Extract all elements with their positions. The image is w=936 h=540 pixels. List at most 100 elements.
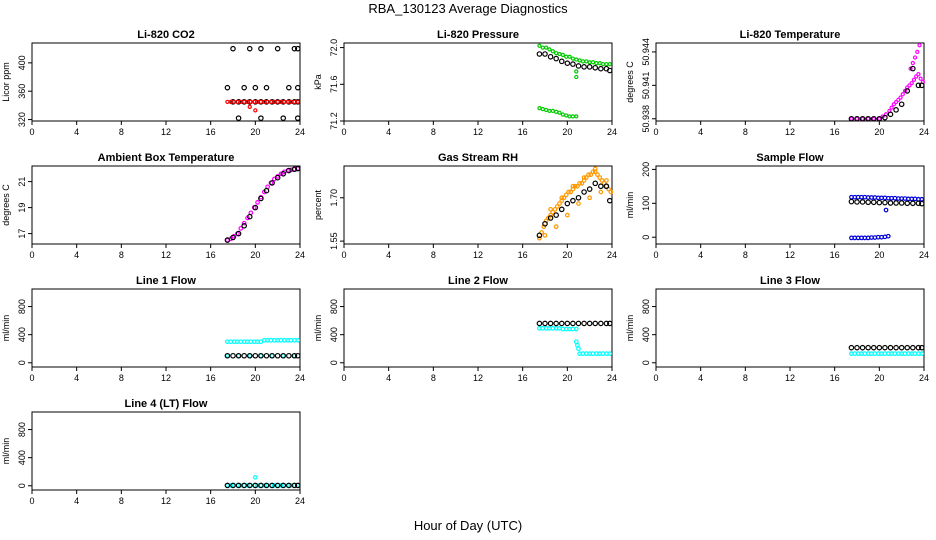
data-point [900,92,905,97]
data-point [252,352,259,359]
data-point [587,195,593,201]
data-point [542,232,548,238]
data-point [566,189,571,195]
x-tick-label: 12 [785,250,795,260]
y-axis-label: ml/min [625,315,635,342]
data-point [263,187,270,194]
data-point [258,99,264,104]
data-point [291,482,298,489]
y-tick-label: 800 [329,299,339,314]
data-point [910,65,916,72]
data-point [224,352,231,359]
x-tick-label: 8 [431,250,436,260]
data-point [598,65,604,72]
y-tick-label: 72.0 [329,39,339,57]
x-axis-label: Hour of Day (UTC) [413,518,523,533]
data-point [557,110,562,115]
data-point [255,200,260,205]
data-point [558,58,565,65]
data-point [870,115,877,122]
panel-0: Li-820 CO2 0 4 8 12 16 20 24 320 360 400 Licor ppm [1,29,305,137]
plot-frame [343,165,613,245]
x-tick-label: 4 [386,373,391,383]
series-hourly [224,352,301,359]
data-point [557,51,562,57]
data-point [574,74,579,80]
data-point [560,52,566,58]
data-point [275,99,280,104]
data-point [854,199,860,205]
data-point [854,116,860,121]
data-point [592,320,599,327]
data-point [542,320,548,327]
x-tick-label: 16 [518,373,528,383]
data-point [558,206,565,213]
panel-title: Line 3 Flow [760,275,820,287]
x-tick-label: 4 [386,127,391,137]
data-point [573,326,579,332]
panel-title: Li-820 Temperature [740,29,841,41]
data-point [286,167,292,174]
data-point [280,115,287,121]
data-point [598,320,604,327]
data-point [537,106,542,111]
data-point [898,95,903,100]
data-point [580,59,586,64]
data-point [876,344,883,351]
data-point [915,344,922,351]
data-point [224,237,231,243]
series-hourly [848,198,925,207]
data-point [577,58,582,63]
x-tick-label: 12 [473,373,483,383]
data-point [893,200,899,206]
data-point [552,206,558,212]
y-tick-label: 50.944 [641,38,651,66]
data-point [230,234,236,241]
panel-title: Li-820 CO2 [137,29,194,41]
data-point [235,99,240,104]
data-point [917,43,922,48]
series-minute [225,99,300,113]
data-point [865,115,871,122]
x-tick-label: 24 [607,250,617,260]
data-point [581,64,587,70]
data-point [595,172,600,178]
data-point [904,344,911,351]
data-point [224,84,231,91]
y-tick-label: 1.70 [329,189,339,207]
y-tick-label: 400 [17,55,27,70]
data-point [865,344,871,351]
data-point [235,352,242,359]
data-point [241,352,247,359]
x-tick-label: 8 [743,373,748,383]
data-point [567,54,572,59]
x-tick-label: 12 [785,373,795,383]
plot-frame [343,42,613,122]
data-point [252,99,257,104]
data-point [590,169,596,175]
data-point [280,171,287,177]
panel-title: Line 1 Flow [136,275,196,287]
data-point [896,97,901,102]
x-tick-label: 16 [206,373,216,383]
data-point [282,99,287,104]
data-point [269,180,275,186]
data-point [592,166,598,172]
y-tick-label: 400 [17,450,27,465]
data-point [225,99,230,104]
x-tick-label: 20 [874,250,884,260]
data-point [597,175,603,180]
data-point [554,109,559,114]
data-point [253,108,258,113]
data-point [547,47,552,52]
data-point [553,212,559,218]
data-point [887,344,894,351]
data-point [898,344,905,351]
y-tick-label: 400 [641,327,651,342]
data-point [581,320,587,327]
data-point [554,50,559,56]
data-point [882,199,888,206]
data-point [269,482,275,489]
data-point [542,220,548,227]
data-point [263,84,270,91]
